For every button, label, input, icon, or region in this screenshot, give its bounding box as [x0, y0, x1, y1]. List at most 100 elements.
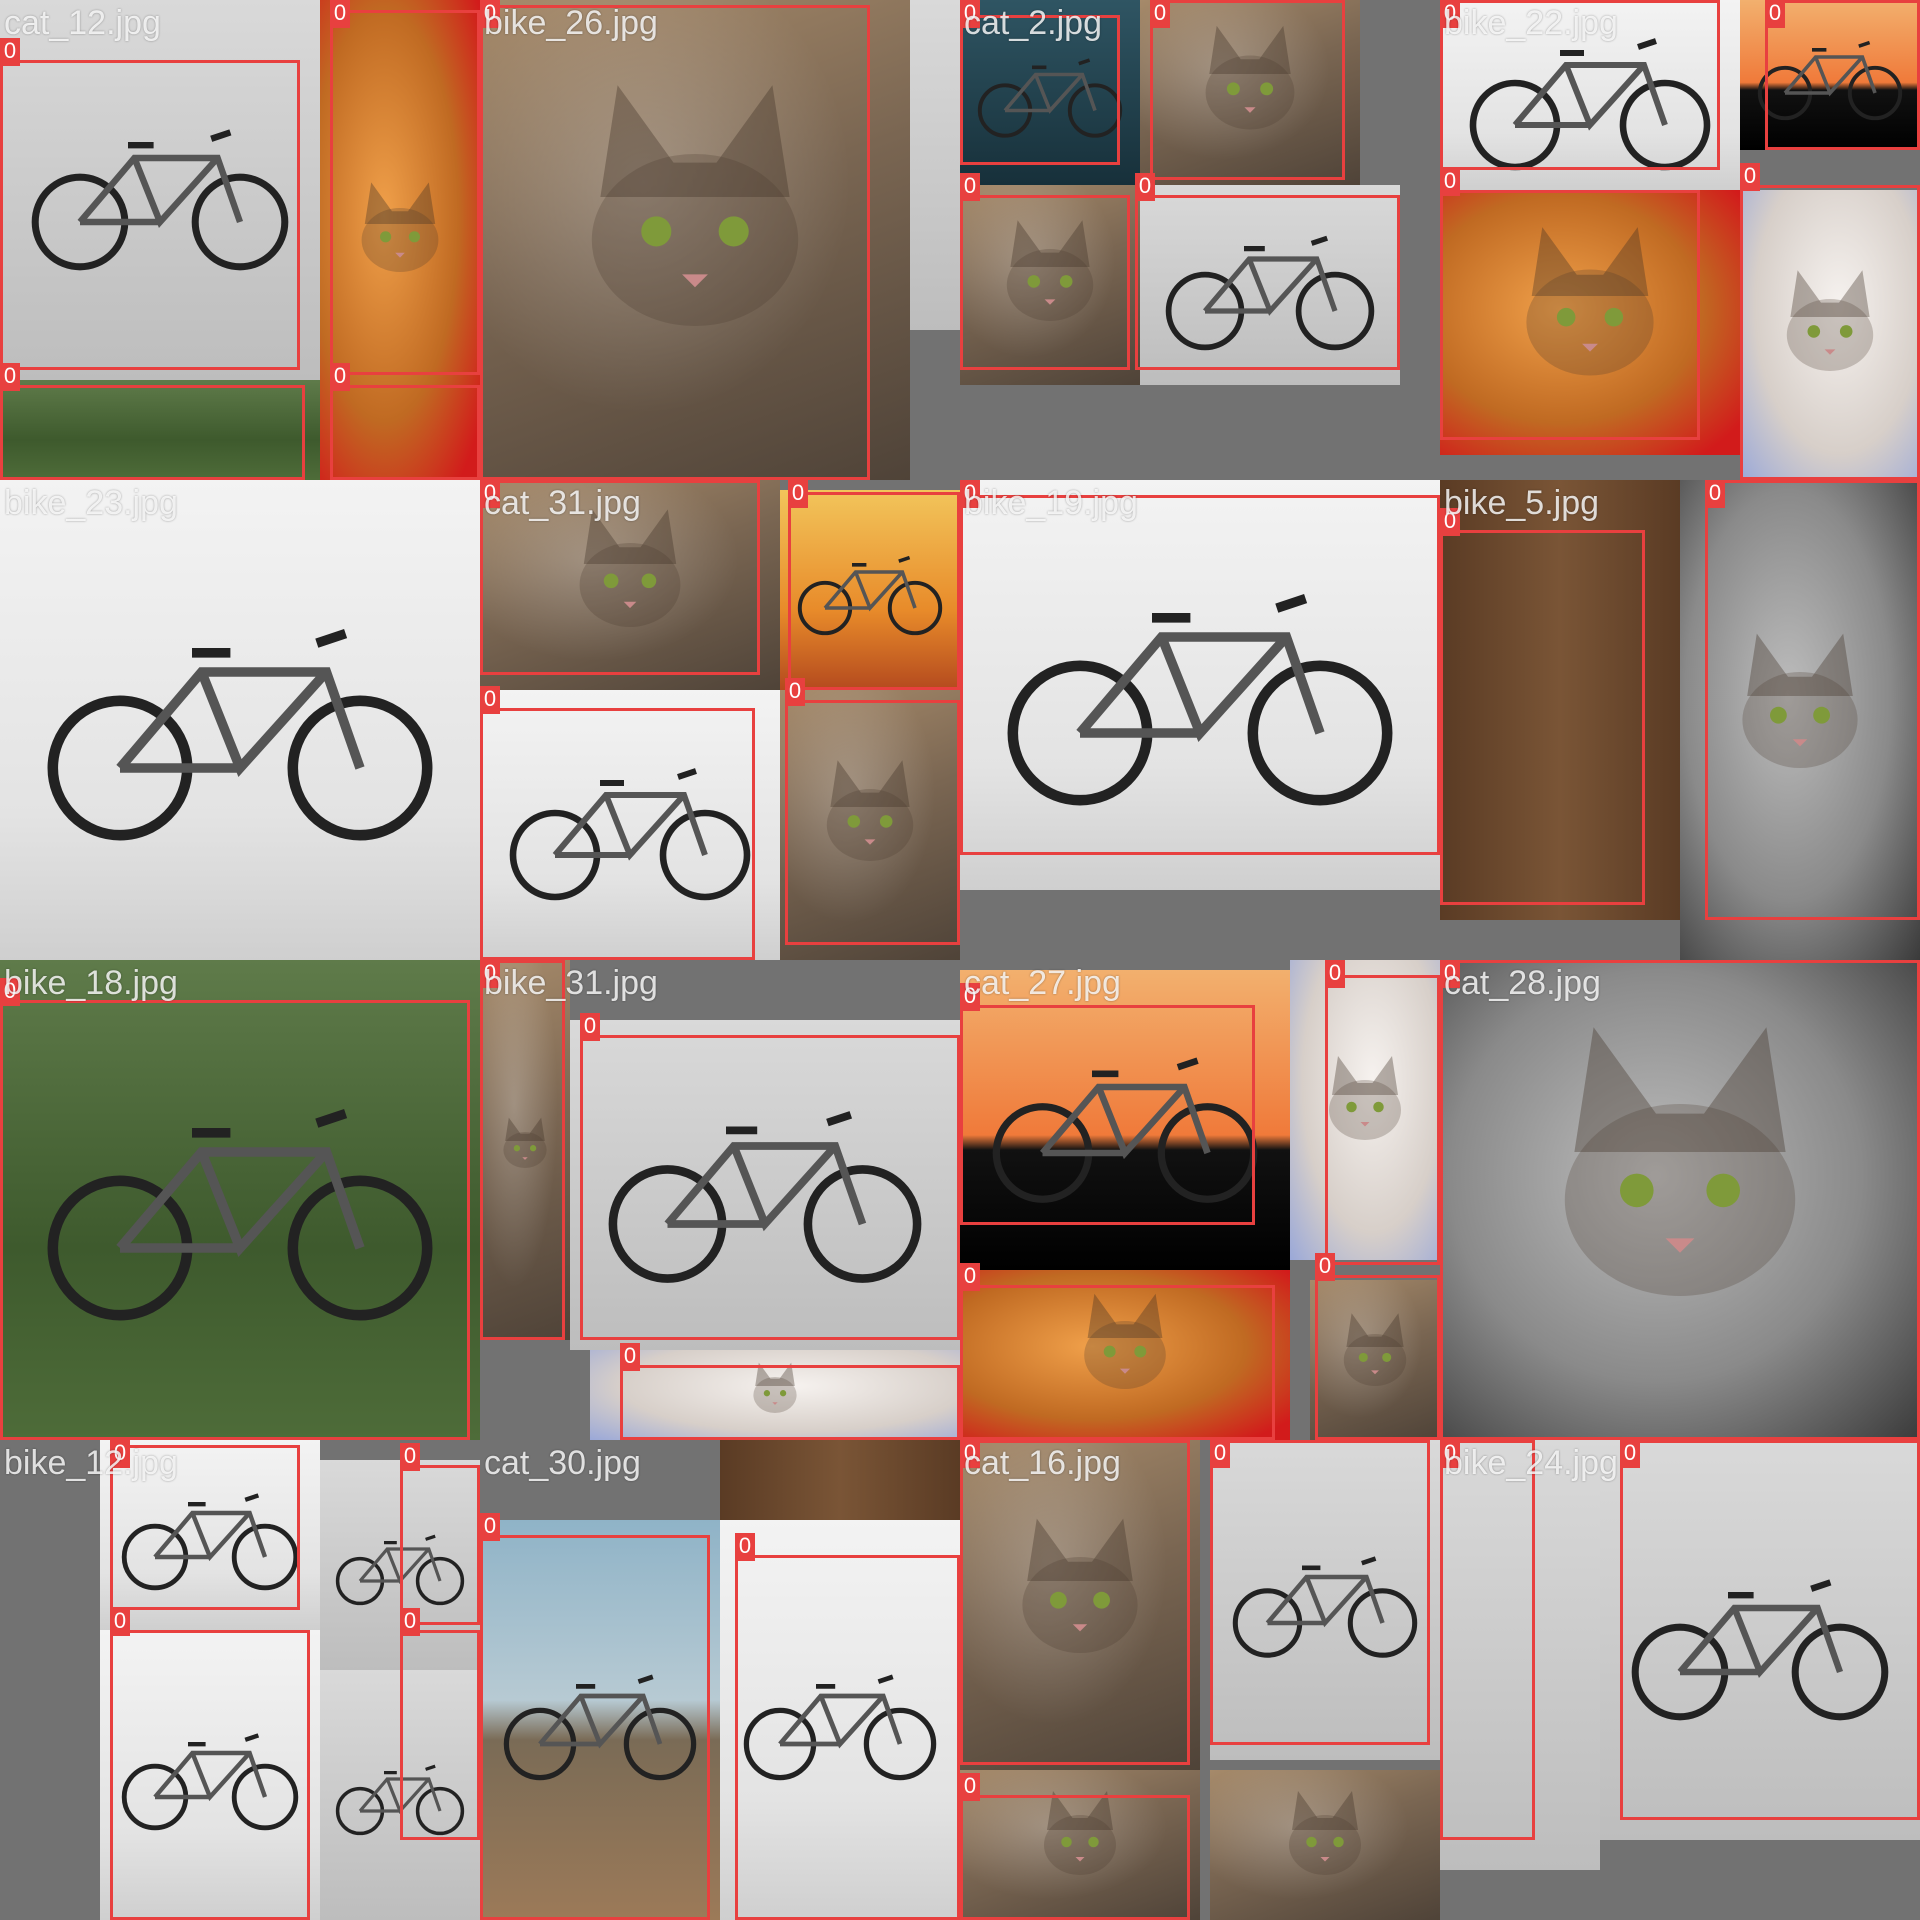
- bicycle-drawing: [1232, 1556, 1418, 1658]
- detection-box: [0, 1000, 470, 1440]
- cat-photo: [1310, 1280, 1440, 1440]
- bicycle-drawing: [1631, 1579, 1889, 1721]
- bicycle-photo: [960, 0, 1140, 185]
- cat-drawing: [1786, 270, 1874, 371]
- detection-box: [1440, 530, 1645, 905]
- bicycle-drawing: [1007, 594, 1393, 806]
- bicycle-photo: [480, 690, 780, 960]
- detection-box: [1620, 1440, 1920, 1820]
- cat-drawing: [1343, 1313, 1407, 1386]
- detection-box: [0, 385, 305, 480]
- detection-class-label: 0: [785, 678, 805, 706]
- cat-photo: [960, 1270, 1290, 1440]
- cat-photo: [1440, 190, 1740, 455]
- cat-drawing: [1006, 220, 1094, 321]
- mosaic-tile: 0 0 0 0 cat_27.jpg: [960, 960, 1440, 1440]
- cat-drawing: [1526, 227, 1654, 376]
- cat-photo: [480, 960, 570, 1340]
- detection-box: [1325, 975, 1440, 1265]
- detection-box: [960, 1005, 1255, 1225]
- cat-drawing: [1044, 1791, 1116, 1875]
- cat-drawing: [1742, 633, 1858, 768]
- detection-box: [1315, 1275, 1440, 1440]
- detection-class-label: 0: [1325, 960, 1345, 988]
- detection-class-label: 0: [735, 1533, 755, 1561]
- detection-class-label: 0: [480, 1513, 500, 1541]
- detection-box: [110, 1445, 300, 1610]
- detection-class-label: 0: [1440, 168, 1460, 196]
- bicycle-photo: [1210, 1440, 1440, 1760]
- bicycle-drawing: [121, 1733, 299, 1831]
- detection-class-label: 0: [960, 173, 980, 201]
- detection-box: [110, 1630, 310, 1920]
- cat-drawing: [579, 509, 681, 627]
- detection-box: [1440, 960, 1920, 1440]
- background-photo: [0, 380, 320, 480]
- detection-class-label: 0: [960, 983, 980, 1011]
- cat-drawing: [753, 1362, 797, 1413]
- detection-class-label: 0: [480, 480, 500, 508]
- cat-photo: [1680, 480, 1920, 960]
- detection-class-label: 0: [1440, 508, 1460, 536]
- bicycle-drawing: [47, 629, 433, 841]
- detection-class-label: 0: [110, 1440, 130, 1468]
- detection-box: [330, 385, 480, 480]
- detection-box: [960, 495, 1440, 855]
- detection-class-label: 0: [330, 0, 350, 28]
- detection-box: [400, 1465, 480, 1625]
- bicycle-drawing: [31, 129, 289, 271]
- detection-class-label: 0: [480, 0, 500, 28]
- cat-drawing: [1564, 1027, 1796, 1296]
- mosaic-tile: 0 0 0 0 cat_2.jpg: [960, 0, 1440, 480]
- background-photo: [1440, 480, 1680, 920]
- detection-box: [1705, 480, 1920, 920]
- detection-class-label: 0: [330, 363, 350, 391]
- bicycle-drawing: [608, 1111, 922, 1283]
- detection-class-label: 0: [580, 1013, 600, 1041]
- detection-class-label: 0: [0, 363, 20, 391]
- bicycle-drawing: [1757, 40, 1903, 121]
- bicycle-photo: [1600, 1440, 1920, 1840]
- detection-class-label: 0: [1440, 960, 1460, 988]
- detection-class-label: 0: [480, 960, 500, 988]
- cat-photo: [1290, 960, 1440, 1260]
- mosaic-tile: 0 bike_26.jpg: [480, 0, 960, 480]
- bicycle-photo: [0, 480, 480, 960]
- detection-class-label: 0: [788, 480, 808, 508]
- detection-class-label: 0: [0, 38, 20, 66]
- cat-photo: [960, 185, 1140, 385]
- detection-class-label: 0: [110, 1608, 130, 1636]
- detection-box: [788, 492, 960, 690]
- detection-class-label: 0: [1135, 173, 1155, 201]
- detection-class-label: 0: [960, 0, 980, 28]
- detection-box: [1440, 0, 1720, 170]
- bicycle-drawing: [503, 1674, 697, 1781]
- detection-class-label: 0: [480, 686, 500, 714]
- detection-box: [960, 1795, 1190, 1920]
- detection-box: [1210, 1440, 1430, 1745]
- bicycle-drawing: [743, 1674, 937, 1781]
- detection-box: [1765, 0, 1920, 150]
- bicycle-drawing: [47, 1109, 433, 1321]
- detection-box: [960, 15, 1120, 165]
- bicycle-photo: [0, 0, 320, 380]
- cat-drawing: [503, 1117, 547, 1168]
- bicycle-drawing: [335, 1534, 465, 1606]
- detection-box: [480, 960, 565, 1340]
- cat-drawing: [826, 760, 914, 861]
- cat-drawing: [1205, 25, 1295, 130]
- background-photo: [720, 1440, 960, 1520]
- detection-box: [1135, 195, 1400, 370]
- bicycle-drawing: [977, 58, 1123, 138]
- detection-class-label: 0: [1620, 1440, 1640, 1468]
- detection-box: [735, 1555, 960, 1920]
- mosaic-tile: 0 0 0 0 bike_12.jpg: [0, 1440, 480, 1920]
- mosaic-tile: 0 bike_19.jpg: [960, 480, 1440, 960]
- detection-box: [400, 1630, 480, 1840]
- bicycle-photo: [720, 1520, 960, 1920]
- detection-box: [960, 1440, 1190, 1765]
- bicycle-photo: [0, 960, 480, 1440]
- mosaic-tile: 0 0 0 0 cat_12.jpg: [0, 0, 480, 480]
- detection-class-label: 0: [1440, 1440, 1460, 1468]
- cat-drawing: [361, 182, 439, 272]
